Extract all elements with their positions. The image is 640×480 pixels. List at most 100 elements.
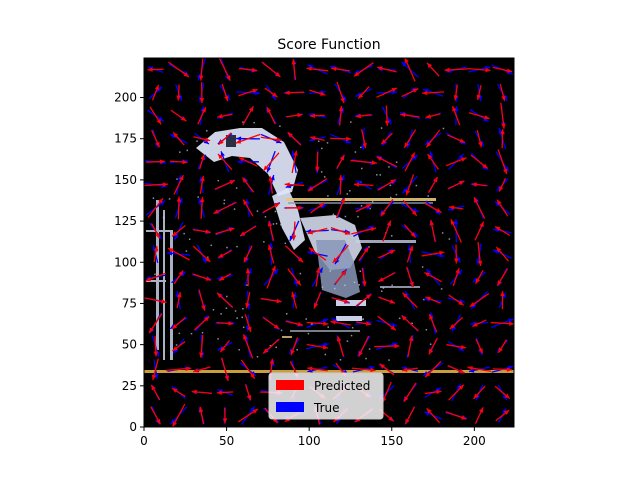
arrow-predicted [330,227,351,235]
y-axis: 0 25 50 75 100 125 150 175 200 [114,91,144,434]
y-tick-label: 0 [129,420,137,434]
arrow-predicted [378,249,396,259]
speckle [217,179,220,182]
arrow-predicted [401,88,419,98]
speckle [152,197,155,199]
arrow-predicted [145,272,166,282]
arrow-predicted [475,338,484,354]
arrow-predicted [238,67,258,73]
speckle [350,121,352,123]
speckle [442,127,445,130]
arrow-predicted [357,86,370,100]
speckle [351,326,354,329]
arrow-predicted [499,83,506,102]
speckle [368,348,371,350]
speckle [346,193,349,195]
arrow-predicted [268,176,273,194]
speckle [168,198,171,200]
arrow-predicted [468,67,491,73]
arrow-predicted [336,335,345,357]
speckle [275,346,277,349]
speckle [188,238,191,240]
arrow-predicted [310,202,325,214]
arrow-predicted [334,270,347,285]
arrow-predicted [193,136,211,142]
speckle [185,250,188,252]
speckle [353,281,356,284]
arrow-predicted [171,316,186,330]
arrow-predicted [494,225,511,236]
arrow-predicted [331,66,350,72]
arrow-predicted [244,314,252,333]
chart-title: Score Function [277,37,380,53]
speckle [425,328,428,331]
image-speckles [152,121,451,361]
y-tick-label: 25 [122,379,137,393]
arrow-predicted [242,106,254,126]
speckle [320,171,323,173]
arrow-predicted [238,156,258,167]
speckle [380,127,383,129]
y-tick-label: 175 [114,132,137,146]
arrow-predicted [284,90,305,96]
arrow-predicted [222,407,228,424]
arrow-predicted [377,66,397,73]
speckle [321,286,324,288]
speckle [421,266,424,268]
arrow-predicted [290,337,299,356]
arrow-predicted [215,227,235,235]
speckle [210,244,212,247]
arrow-predicted [309,113,325,118]
arrow-predicted [171,225,186,237]
speckle [226,295,228,298]
arrow-predicted [497,339,508,354]
arrow-predicted [361,267,367,287]
speckle [395,193,398,196]
arrow-predicted [309,89,326,96]
speckle [334,216,336,218]
arrow-predicted [192,228,211,234]
arrow-predicted [151,358,159,381]
speckle [274,210,277,213]
arrow-predicted [400,112,420,118]
arrow-predicted [428,337,438,355]
speckle [360,205,363,207]
arrow-predicted [199,58,204,81]
arrow-predicted [355,113,372,119]
speckle [242,121,244,123]
arrow-predicted [496,199,509,217]
speckle [207,256,209,259]
legend-swatch-predicted [276,380,304,390]
arrow-predicted [361,129,367,149]
arrow-predicted [379,363,395,376]
arrow-predicted [495,246,510,262]
arrow-predicted [313,291,322,309]
arrow-predicted [445,157,467,167]
y-tick-label: 150 [114,173,137,187]
speckle [241,316,244,319]
arrow-predicted [176,292,182,309]
y-tick-label: 50 [122,338,137,352]
arrow-predicted [377,315,397,331]
plot-area [143,57,515,428]
arrow-predicted [151,84,160,101]
arrow-predicted [262,152,280,172]
arrow-predicted [199,82,205,104]
speckle [339,359,342,361]
arrow-predicted [199,154,205,170]
arrow-predicted [378,296,396,304]
legend-label-true: True [313,401,340,415]
speckle [311,323,313,326]
speckle [183,232,185,235]
arrow-predicted [245,268,251,287]
arrow-predicted [216,321,234,326]
speckle [156,252,158,255]
arrow-predicted [287,131,302,146]
arrow-predicted [495,409,510,422]
arrow-predicted [356,321,372,326]
arrow-predicted [492,66,513,73]
speckle [388,359,390,361]
arrow-predicted [429,219,436,242]
arrow-predicted [427,176,439,193]
